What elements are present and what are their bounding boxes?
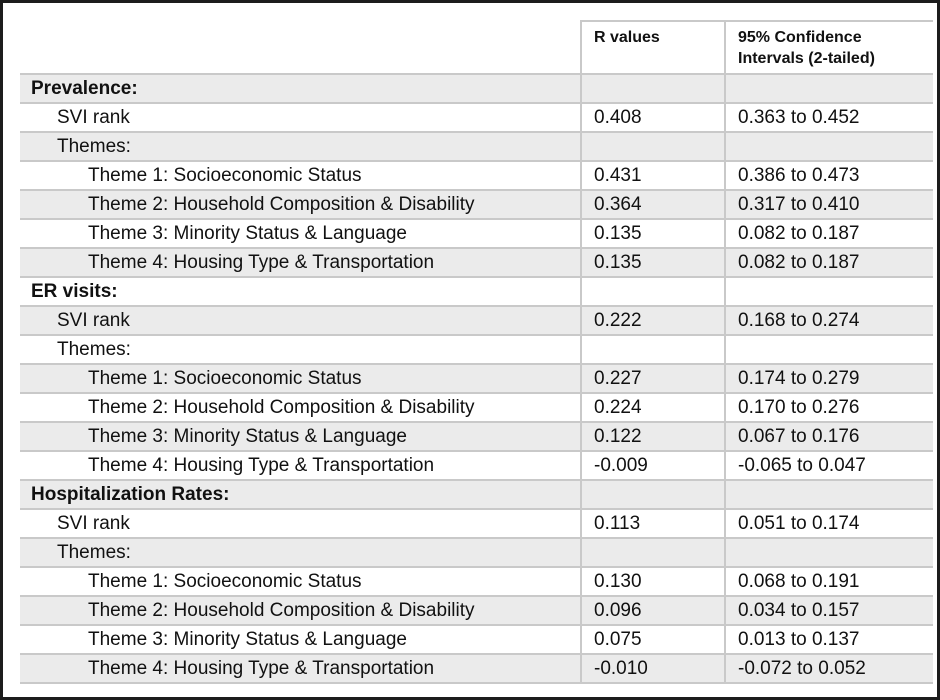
confidence-interval-cell: 0.034 to 0.157	[724, 596, 933, 626]
table-row: SVI rank 0.408 0.363 to 0.452	[20, 103, 933, 133]
section-label: Prevalence:	[20, 74, 581, 104]
table-row: Theme 1: Socioeconomic Status 0.130 0.068 …	[20, 567, 933, 597]
r-value-cell	[580, 335, 725, 365]
confidence-interval-cell	[724, 132, 933, 162]
table-row: Themes:	[20, 132, 933, 162]
r-value-cell: 0.364	[580, 190, 725, 220]
table-row: Theme 3: Minority Status & Language 0.135…	[20, 219, 933, 249]
table-row: Theme 1: Socioeconomic Status 0.431 0.386 …	[20, 161, 933, 191]
table-row: Hospitalization Rates:	[20, 480, 933, 510]
confidence-interval-cell	[724, 277, 933, 307]
r-value-cell: 0.113	[580, 509, 725, 539]
r-value-cell: 0.222	[580, 306, 725, 336]
row-label: Theme 2: Household Composition & Disabil…	[20, 596, 581, 626]
row-label: SVI rank	[20, 103, 581, 133]
confidence-interval-cell: 0.067 to 0.176	[724, 422, 933, 452]
correlation-table: R values 95% Confidence Intervals (2-tai…	[20, 20, 933, 684]
header-row: R values 95% Confidence Intervals (2-tai…	[20, 20, 933, 75]
table-header: R values 95% Confidence Intervals (2-tai…	[20, 20, 933, 75]
r-value-cell: 0.224	[580, 393, 725, 423]
confidence-interval-cell: 0.317 to 0.410	[724, 190, 933, 220]
table-row: Theme 2: Household Composition & Disabil…	[20, 596, 933, 626]
confidence-interval-cell: 0.363 to 0.452	[724, 103, 933, 133]
row-label: Themes:	[20, 132, 581, 162]
confidence-interval-cell: 0.068 to 0.191	[724, 567, 933, 597]
confidence-interval-cell: 0.013 to 0.137	[724, 625, 933, 655]
table-row: Theme 2: Household Composition & Disabil…	[20, 393, 933, 423]
header-r-values: R values	[580, 20, 725, 75]
row-label: Theme 4: Housing Type & Transportation	[20, 248, 581, 278]
r-value-cell: 0.122	[580, 422, 725, 452]
row-label: Theme 3: Minority Status & Language	[20, 625, 581, 655]
r-value-cell: 0.130	[580, 567, 725, 597]
table-row: SVI rank 0.113 0.051 to 0.174	[20, 509, 933, 539]
row-label: Theme 4: Housing Type & Transportation	[20, 654, 581, 684]
table-row: ER visits:	[20, 277, 933, 307]
confidence-interval-cell	[724, 538, 933, 568]
table-row: Themes:	[20, 538, 933, 568]
r-value-cell	[580, 538, 725, 568]
table-row: Theme 1: Socioeconomic Status 0.227 0.174 …	[20, 364, 933, 394]
table-row: Theme 4: Housing Type & Transportation -0…	[20, 654, 933, 684]
confidence-interval-cell	[724, 335, 933, 365]
row-label: Theme 2: Household Composition & Disabil…	[20, 393, 581, 423]
header-empty-cell	[20, 21, 581, 75]
row-label: Theme 3: Minority Status & Language	[20, 422, 581, 452]
table-row: Theme 4: Housing Type & Transportation 0.…	[20, 248, 933, 278]
confidence-interval-cell: 0.386 to 0.473	[724, 161, 933, 191]
table-row: Theme 4: Housing Type & Transportation -0…	[20, 451, 933, 481]
r-value-cell	[580, 132, 725, 162]
r-value-cell: 0.408	[580, 103, 725, 133]
r-value-cell	[580, 480, 725, 510]
row-label: Themes:	[20, 335, 581, 365]
table-row: Prevalence:	[20, 74, 933, 104]
section-label: Hospitalization Rates:	[20, 480, 581, 510]
table-row: Themes:	[20, 335, 933, 365]
table-row: Theme 3: Minority Status & Language 0.122…	[20, 422, 933, 452]
confidence-interval-cell: 0.170 to 0.276	[724, 393, 933, 423]
r-value-cell	[580, 74, 725, 104]
table-row: Theme 2: Household Composition & Disabil…	[20, 190, 933, 220]
confidence-interval-cell	[724, 74, 933, 104]
r-value-cell: 0.431	[580, 161, 725, 191]
r-value-cell: -0.010	[580, 654, 725, 684]
r-value-cell: 0.096	[580, 596, 725, 626]
row-label: Theme 4: Housing Type & Transportation	[20, 451, 581, 481]
confidence-interval-cell: 0.082 to 0.187	[724, 219, 933, 249]
table-row: SVI rank 0.222 0.168 to 0.274	[20, 306, 933, 336]
table-row: Theme 3: Minority Status & Language 0.075…	[20, 625, 933, 655]
row-label: Themes:	[20, 538, 581, 568]
confidence-interval-cell: 0.051 to 0.174	[724, 509, 933, 539]
r-value-cell: -0.009	[580, 451, 725, 481]
row-label: Theme 3: Minority Status & Language	[20, 219, 581, 249]
r-value-cell: 0.135	[580, 219, 725, 249]
confidence-interval-cell: 0.168 to 0.274	[724, 306, 933, 336]
row-label: Theme 2: Household Composition & Disabil…	[20, 190, 581, 220]
confidence-interval-cell: 0.082 to 0.187	[724, 248, 933, 278]
r-value-cell: 0.135	[580, 248, 725, 278]
r-value-cell	[580, 277, 725, 307]
r-value-cell: 0.227	[580, 364, 725, 394]
confidence-interval-cell: -0.072 to 0.052	[724, 654, 933, 684]
header-confidence-intervals-text: 95% Confidence Intervals (2-tailed)	[738, 29, 875, 67]
r-value-cell: 0.075	[580, 625, 725, 655]
row-label: SVI rank	[20, 509, 581, 539]
section-label: ER visits:	[20, 277, 581, 307]
confidence-interval-cell: 0.174 to 0.279	[724, 364, 933, 394]
table-body: Prevalence: SVI rank 0.408 0.363 to 0.452 Th…	[20, 74, 933, 684]
confidence-interval-cell	[724, 480, 933, 510]
confidence-interval-cell: -0.065 to 0.047	[724, 451, 933, 481]
header-confidence-intervals: 95% Confidence Intervals (2-tailed)	[724, 20, 933, 75]
row-label: Theme 1: Socioeconomic Status	[20, 161, 581, 191]
row-label: Theme 1: Socioeconomic Status	[20, 567, 581, 597]
row-label: SVI rank	[20, 306, 581, 336]
row-label: Theme 1: Socioeconomic Status	[20, 364, 581, 394]
